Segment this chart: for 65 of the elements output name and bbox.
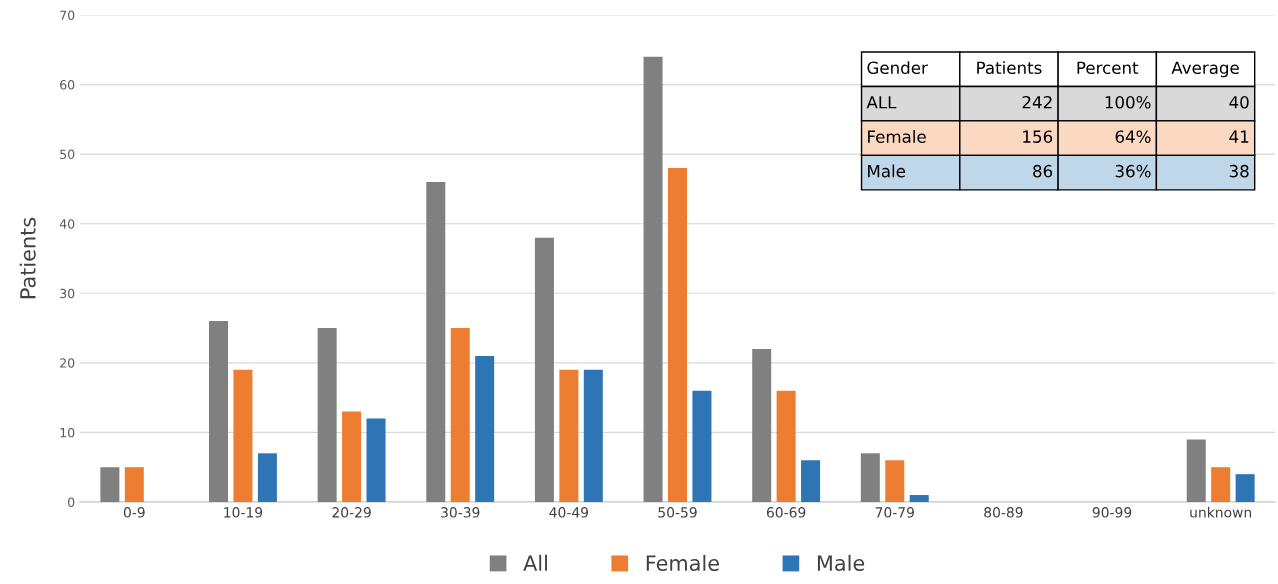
bar bbox=[366, 418, 386, 502]
y-tick-label: 50 bbox=[60, 149, 75, 160]
bar bbox=[257, 453, 277, 502]
bar bbox=[233, 369, 253, 502]
y-tick-label: 10 bbox=[60, 427, 75, 438]
x-tick-label: 10-19 bbox=[224, 507, 263, 518]
bar bbox=[317, 328, 337, 502]
annotation: 41 bbox=[1229, 130, 1249, 143]
bar bbox=[475, 355, 495, 502]
bar bbox=[426, 181, 446, 502]
x-tick-label: 20-29 bbox=[332, 507, 371, 518]
x-tick-label: 0-9 bbox=[123, 507, 145, 518]
bar bbox=[124, 467, 144, 502]
annotation: ALL bbox=[866, 96, 897, 109]
x-tick-label: 30-39 bbox=[441, 507, 480, 518]
annotation: Female bbox=[868, 130, 926, 143]
x-tick-label: 60-69 bbox=[766, 507, 806, 518]
bar bbox=[583, 369, 603, 502]
bar bbox=[209, 321, 229, 502]
annotation: 40 bbox=[1229, 95, 1249, 109]
bar bbox=[1186, 439, 1206, 502]
bar bbox=[692, 390, 712, 502]
bar bbox=[643, 56, 663, 502]
bar bbox=[667, 168, 688, 502]
legend-label: Male bbox=[817, 554, 865, 571]
y-tick-label: 60 bbox=[60, 80, 75, 90]
y-tick-label: 30 bbox=[60, 288, 75, 299]
annotation: Gender bbox=[867, 61, 928, 75]
annotation: Percent bbox=[1077, 61, 1139, 75]
x-tick-label: 90-99 bbox=[1092, 507, 1132, 518]
bar bbox=[801, 460, 821, 502]
bar bbox=[776, 390, 796, 502]
annotation: 100% bbox=[1105, 95, 1151, 109]
bar bbox=[909, 495, 929, 502]
bar bbox=[752, 348, 772, 502]
y-tick-label: 20 bbox=[60, 358, 75, 368]
bar bbox=[534, 237, 554, 502]
bar bbox=[559, 369, 579, 502]
annotation: 64% bbox=[1115, 130, 1151, 143]
bar bbox=[1235, 474, 1255, 502]
y-tick-label: 70 bbox=[60, 10, 75, 20]
x-tick-label: 50-59 bbox=[658, 507, 697, 518]
bar bbox=[100, 467, 120, 502]
x-tick-label: 40-49 bbox=[549, 507, 589, 518]
x-tick-label: 70-79 bbox=[875, 507, 914, 518]
annotation: 242 bbox=[1022, 95, 1052, 109]
legend-label: All bbox=[523, 554, 547, 571]
bar bbox=[450, 328, 470, 502]
annotation: Patients bbox=[977, 61, 1042, 75]
bar bbox=[342, 411, 362, 502]
annotation: 156 bbox=[1023, 130, 1053, 143]
annotation: Male bbox=[868, 164, 906, 178]
annotation: 86 bbox=[1033, 164, 1053, 178]
y-tick-label: 40 bbox=[59, 219, 75, 229]
annotation: 36% bbox=[1115, 164, 1151, 178]
bar bbox=[1211, 467, 1231, 502]
bar bbox=[885, 460, 905, 502]
annotation: Average bbox=[1171, 61, 1239, 78]
x-tick-label: unknown bbox=[1190, 506, 1252, 518]
x-tick-label: 80-89 bbox=[984, 507, 1023, 518]
y-axis-title: Patients bbox=[19, 217, 36, 299]
annotation: 38 bbox=[1229, 164, 1249, 178]
y-tick-label: 0 bbox=[68, 497, 75, 507]
legend-label: Female bbox=[646, 554, 719, 571]
bar bbox=[860, 453, 880, 502]
